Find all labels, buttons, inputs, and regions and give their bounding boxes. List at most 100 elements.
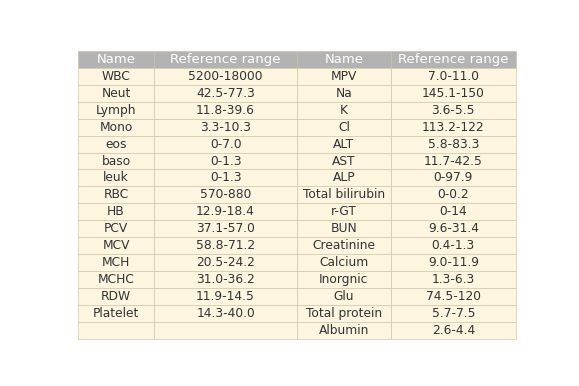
Text: Glu: Glu — [334, 290, 354, 303]
Bar — [78, 322, 155, 339]
Bar — [391, 203, 516, 220]
Bar — [391, 85, 516, 102]
Bar — [155, 203, 296, 220]
Bar — [391, 119, 516, 135]
Bar — [78, 68, 155, 85]
Bar — [78, 169, 155, 186]
Bar — [155, 85, 296, 102]
Text: 0-1.3: 0-1.3 — [210, 171, 241, 185]
Text: Neut: Neut — [101, 87, 131, 100]
Bar — [78, 186, 155, 203]
Text: Mono: Mono — [100, 120, 133, 134]
Bar — [296, 135, 391, 152]
Text: Inorgnic: Inorgnic — [319, 273, 368, 286]
Text: 2.6-4.4: 2.6-4.4 — [432, 324, 475, 337]
Text: r-GT: r-GT — [331, 205, 357, 218]
Text: 0.4-1.3: 0.4-1.3 — [432, 239, 475, 252]
Text: 42.5-77.3: 42.5-77.3 — [196, 87, 255, 100]
Text: 31.0-36.2: 31.0-36.2 — [196, 273, 255, 286]
Text: Cl: Cl — [338, 120, 350, 134]
Bar — [78, 288, 155, 305]
Text: Name: Name — [97, 53, 135, 66]
Text: leuk: leuk — [103, 171, 129, 185]
Bar — [296, 288, 391, 305]
Bar — [296, 220, 391, 237]
Bar — [296, 85, 391, 102]
Bar — [78, 254, 155, 271]
Bar — [391, 322, 516, 339]
Bar — [78, 271, 155, 288]
Text: 0-97.9: 0-97.9 — [434, 171, 473, 185]
Bar — [391, 135, 516, 152]
Text: ALT: ALT — [334, 137, 354, 151]
Text: Reference range: Reference range — [398, 53, 508, 66]
Bar — [391, 51, 516, 68]
Bar — [155, 152, 296, 169]
Text: RDW: RDW — [101, 290, 131, 303]
Text: 0-7.0: 0-7.0 — [210, 137, 241, 151]
Bar — [391, 288, 516, 305]
Text: 3.6-5.5: 3.6-5.5 — [431, 103, 475, 117]
Text: HB: HB — [107, 205, 125, 218]
Bar — [155, 51, 296, 68]
Text: 9.0-11.9: 9.0-11.9 — [428, 256, 479, 269]
Bar — [78, 85, 155, 102]
Text: Calcium: Calcium — [319, 256, 368, 269]
Text: MCHC: MCHC — [98, 273, 134, 286]
Text: MCV: MCV — [102, 239, 130, 252]
Bar — [296, 237, 391, 254]
Text: ALP: ALP — [332, 171, 355, 185]
Bar — [78, 152, 155, 169]
Bar — [155, 102, 296, 119]
Bar — [78, 51, 155, 68]
Text: 7.0-11.0: 7.0-11.0 — [428, 70, 479, 83]
Text: RBC: RBC — [104, 188, 129, 201]
Bar — [78, 305, 155, 322]
Text: MPV: MPV — [331, 70, 357, 83]
Text: 5200-18000: 5200-18000 — [188, 70, 263, 83]
Text: PCV: PCV — [104, 222, 128, 235]
Text: Reference range: Reference range — [170, 53, 281, 66]
Bar — [155, 220, 296, 237]
Bar — [296, 203, 391, 220]
Text: 5.7-7.5: 5.7-7.5 — [431, 307, 475, 320]
Bar — [391, 186, 516, 203]
Bar — [78, 203, 155, 220]
Bar — [78, 102, 155, 119]
Bar — [296, 271, 391, 288]
Text: Name: Name — [324, 53, 363, 66]
Bar — [296, 186, 391, 203]
Bar — [155, 305, 296, 322]
Bar — [78, 135, 155, 152]
Bar — [155, 68, 296, 85]
Text: AST: AST — [332, 154, 356, 168]
Text: Total bilirubin: Total bilirubin — [303, 188, 385, 201]
Text: 20.5-24.2: 20.5-24.2 — [196, 256, 255, 269]
Bar — [391, 305, 516, 322]
Text: 113.2-122: 113.2-122 — [422, 120, 485, 134]
Bar — [296, 152, 391, 169]
Bar — [296, 322, 391, 339]
Text: Creatinine: Creatinine — [312, 239, 375, 252]
Text: 74.5-120: 74.5-120 — [426, 290, 481, 303]
Bar — [391, 68, 516, 85]
Text: Lymph: Lymph — [96, 103, 136, 117]
Bar — [155, 288, 296, 305]
Text: 145.1-150: 145.1-150 — [422, 87, 485, 100]
Bar — [155, 119, 296, 135]
Text: Total protein: Total protein — [306, 307, 382, 320]
Text: 14.3-40.0: 14.3-40.0 — [196, 307, 255, 320]
Text: BUN: BUN — [331, 222, 357, 235]
Text: 1.3-6.3: 1.3-6.3 — [432, 273, 475, 286]
Text: 9.6-31.4: 9.6-31.4 — [428, 222, 479, 235]
Text: 0-1.3: 0-1.3 — [210, 154, 241, 168]
Text: eos: eos — [105, 137, 127, 151]
Bar — [78, 220, 155, 237]
Text: 11.8-39.6: 11.8-39.6 — [196, 103, 255, 117]
Bar — [391, 169, 516, 186]
Text: 0-0.2: 0-0.2 — [438, 188, 469, 201]
Bar — [155, 135, 296, 152]
Bar — [391, 220, 516, 237]
Text: 0-14: 0-14 — [439, 205, 467, 218]
Bar — [78, 119, 155, 135]
